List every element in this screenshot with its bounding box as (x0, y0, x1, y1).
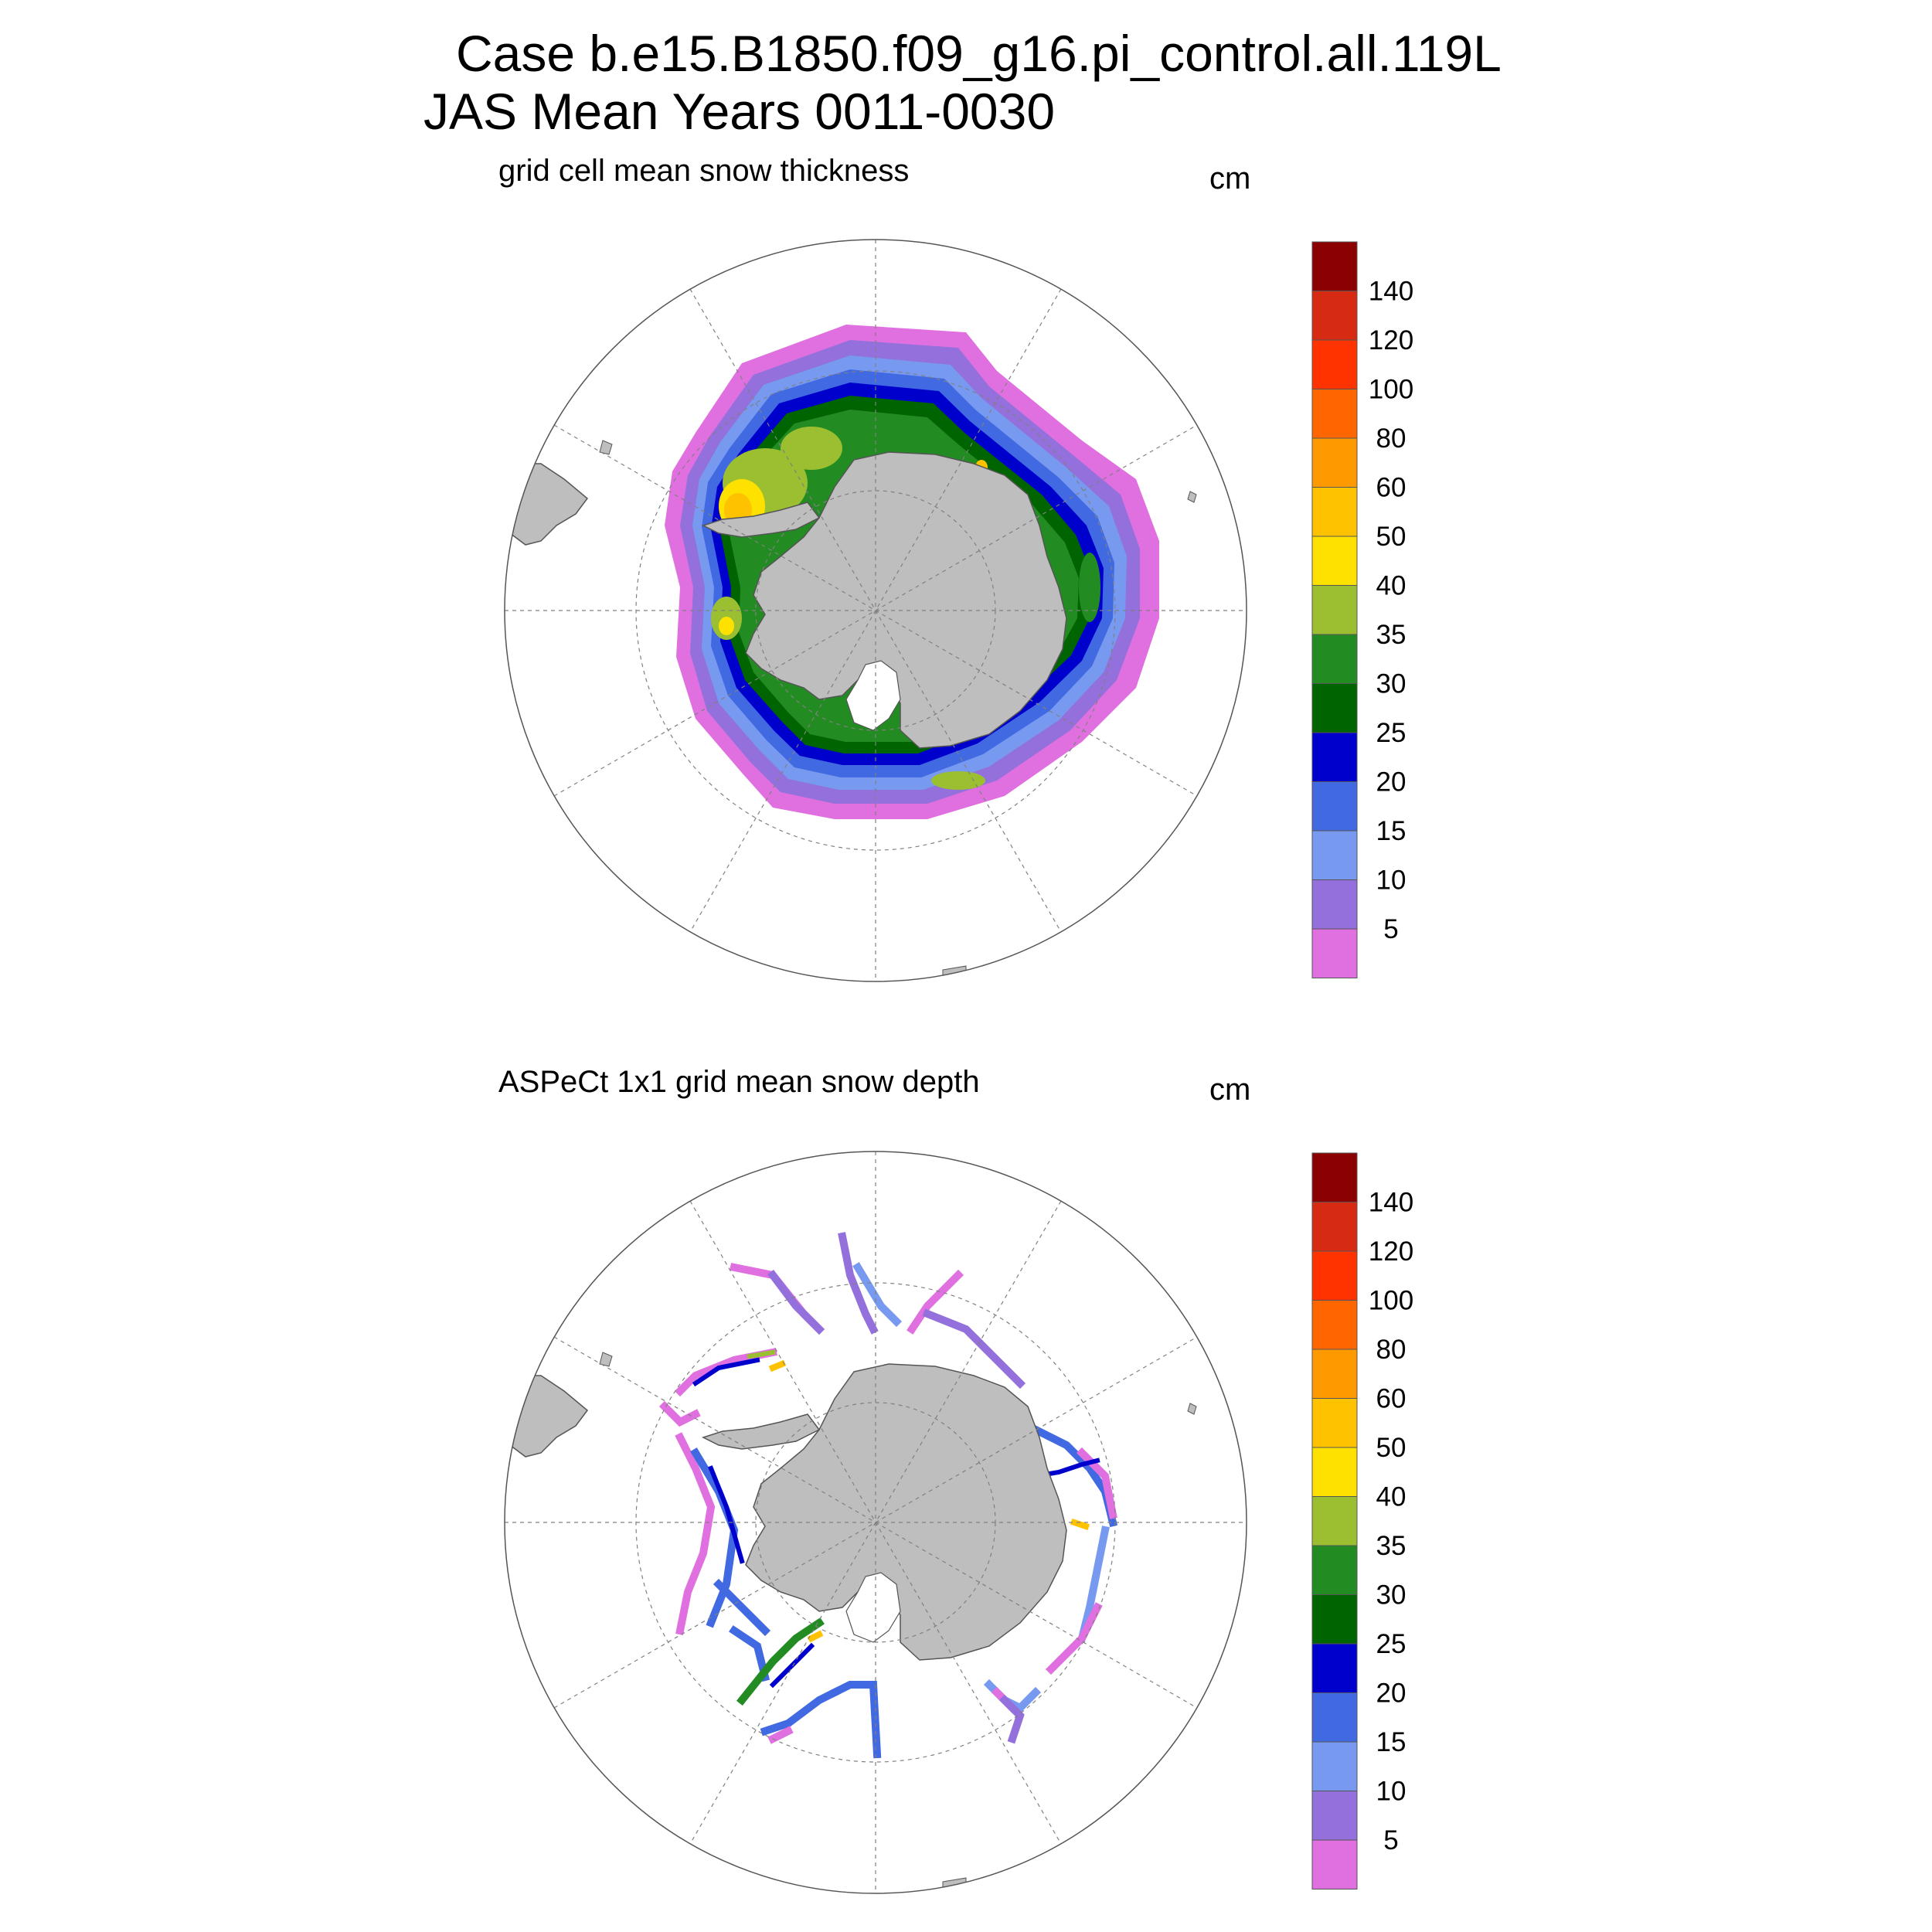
colorbar-top-tick-label: 140 (1369, 277, 1413, 307)
colorbar-top-tick-label: 30 (1376, 669, 1406, 699)
colorbar-top-tick-label: 50 (1376, 522, 1406, 552)
colorbar-top-tick-label: 60 (1376, 473, 1406, 503)
colorbar-bottom-tick-label: 25 (1376, 1629, 1406, 1659)
colorbar-top-swatch (1311, 389, 1358, 439)
colorbar-bottom-tick-label: 20 (1376, 1679, 1406, 1709)
graticule-top (505, 240, 1247, 981)
colorbar-bottom-tick-label: 60 (1376, 1384, 1406, 1414)
colorbar-bottom-tick-label: 140 (1369, 1188, 1413, 1218)
colorbar-top-tick-label: 100 (1369, 375, 1413, 405)
colorbar-top-tick-label: 80 (1376, 423, 1406, 454)
colorbar-top: 140 120 100 80 60 50 40 35 30 25 20 15 10 5 (1311, 241, 1413, 978)
colorbar-top-swatch (1311, 634, 1358, 684)
panel-bottom: ASPeCt 1x1 grid mean snow depth cm (498, 1065, 1413, 1894)
south-america-landmass-top (505, 463, 589, 546)
colorbar-bottom-swatch (1311, 1250, 1358, 1301)
colorbar-top-swatch (1311, 928, 1358, 978)
colorbar-bottom-swatch (1311, 1152, 1358, 1202)
colorbar-bottom-swatch (1311, 1692, 1358, 1743)
colorbar-top-swatch (1311, 732, 1358, 782)
colorbar-bottom-swatch (1311, 1349, 1358, 1399)
colorbar-top-swatch (1311, 781, 1358, 832)
colorbar-bottom-swatch (1311, 1447, 1358, 1497)
colorbar-bottom-tick-label: 40 (1376, 1482, 1406, 1512)
polar-map-bottom (505, 1151, 1247, 1893)
figure-title-line1: Case b.e15.B1850.f09_g16.pi_control.all.… (456, 25, 1502, 82)
colorbar-bottom-swatch (1311, 1791, 1358, 1841)
colorbar-bottom-tick-label: 120 (1369, 1236, 1413, 1267)
colorbar-bottom-swatch (1311, 1496, 1358, 1546)
colorbar-bottom-tick-label: 30 (1376, 1580, 1406, 1611)
figure-title-line2: JAS Mean Years 0011-0030 (423, 83, 1055, 140)
colorbar-bottom-tick-label: 10 (1376, 1777, 1406, 1807)
colorbar-bottom-tick-label: 80 (1376, 1335, 1406, 1365)
panel-top-units: cm (1209, 162, 1250, 196)
colorbar-bottom-tick-label: 35 (1376, 1531, 1406, 1561)
colorbar-bottom-tick-label: 100 (1369, 1286, 1413, 1316)
colorbar-top-tick-label: 25 (1376, 718, 1406, 748)
polar-map-top (505, 240, 1247, 981)
colorbar-top-tick-label: 5 (1383, 914, 1398, 944)
map-boundary-bottom (504, 1151, 1247, 1894)
colorbar-bottom-tick-label: 5 (1383, 1825, 1398, 1855)
colorbar-bottom-tick-label: 50 (1376, 1433, 1406, 1463)
island-top-3 (1187, 491, 1197, 503)
colorbar-bottom-swatch (1311, 1300, 1358, 1350)
graticule-bottom (505, 1151, 1247, 1893)
colorbar-top-tick-label: 35 (1376, 620, 1406, 650)
colorbar-top-swatch (1311, 487, 1358, 537)
colorbar-bottom-swatch (1311, 1202, 1358, 1252)
antarctica-landmass-bottom (702, 1363, 1067, 1661)
south-america-landmass-bottom (505, 1375, 589, 1458)
colorbar-top-swatch (1311, 437, 1358, 488)
antarctica-landmass-top (702, 451, 1067, 749)
island-bottom-3 (1187, 1403, 1197, 1415)
colorbar-top-swatch (1311, 585, 1358, 635)
colorbar-top-swatch (1311, 291, 1358, 341)
colorbar-top-swatch (1311, 339, 1358, 389)
colorbar-top-tick-label: 120 (1369, 325, 1413, 355)
colorbar-bottom-swatch (1311, 1545, 1358, 1595)
colorbar-top-swatch (1311, 879, 1358, 930)
colorbar-bottom-swatch (1311, 1741, 1358, 1791)
colorbar-top-tick-label: 15 (1376, 816, 1406, 846)
panel-top-title: grid cell mean snow thickness (498, 154, 909, 188)
colorbar-bottom-swatch (1311, 1643, 1358, 1693)
colorbar-bottom-swatch (1311, 1839, 1358, 1889)
island-top-1 (599, 440, 613, 455)
colorbar-bottom-swatch (1311, 1398, 1358, 1448)
colorbar-top-swatch (1311, 241, 1358, 291)
colorbar-top-swatch (1311, 683, 1358, 733)
island-bottom-1 (599, 1352, 613, 1367)
colorbar-top-tick-label: 40 (1376, 571, 1406, 601)
colorbar-top-tick-label: 20 (1376, 767, 1406, 798)
map-boundary-top (504, 239, 1247, 982)
panel-bottom-units: cm (1209, 1073, 1250, 1107)
colorbar-top-swatch (1311, 830, 1358, 880)
panel-bottom-title: ASPeCt 1x1 grid mean snow depth (498, 1065, 980, 1099)
colorbar-bottom-tick-label: 15 (1376, 1727, 1406, 1757)
colorbar-top-tick-label: 10 (1376, 866, 1406, 896)
colorbar-bottom-swatch (1311, 1594, 1358, 1645)
colorbar-bottom: 140 120 100 80 60 50 40 35 30 25 20 15 10 5 (1311, 1152, 1413, 1889)
colorbar-top-swatch (1311, 536, 1358, 586)
panel-top: grid cell mean snow thickness cm (498, 154, 1413, 982)
